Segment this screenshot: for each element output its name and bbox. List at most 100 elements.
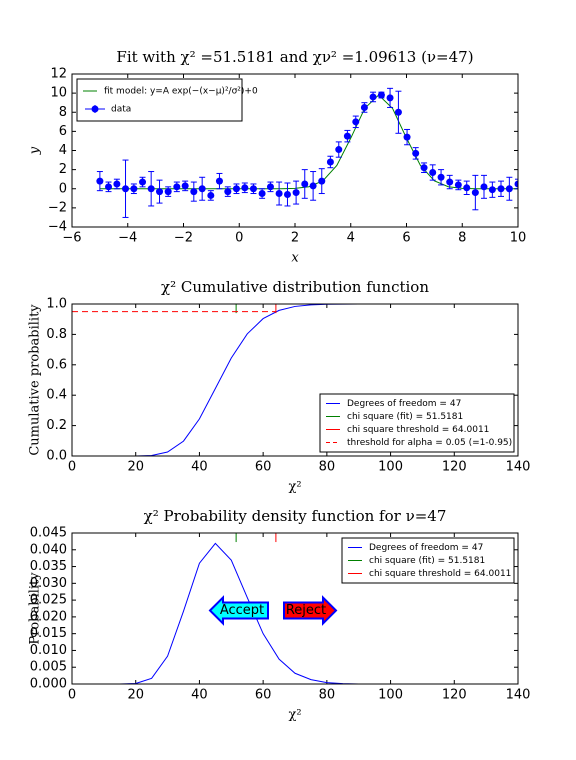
data-point bbox=[147, 185, 155, 193]
data-point bbox=[139, 178, 147, 186]
data-point bbox=[164, 188, 172, 196]
data-point bbox=[412, 149, 420, 157]
x-tick-label: 8 bbox=[458, 231, 466, 246]
x-tick-label: 140 bbox=[506, 688, 531, 703]
subplot: χ² Cumulative distribution function χ² Cum… bbox=[28, 278, 531, 495]
x-tick-label: 80 bbox=[319, 688, 336, 703]
data-point bbox=[130, 185, 138, 193]
data-point bbox=[292, 189, 300, 197]
x-tick-label: 40 bbox=[191, 460, 208, 475]
data-point bbox=[207, 191, 215, 199]
x-tick-label: 6 bbox=[402, 231, 410, 246]
y-tick-label: 0 bbox=[59, 181, 67, 196]
data-point bbox=[181, 182, 189, 190]
x-tick-label: 0 bbox=[68, 688, 76, 703]
y-tick-label: 1.0 bbox=[46, 297, 67, 312]
data-point bbox=[241, 184, 249, 192]
legend-label: data bbox=[111, 105, 131, 115]
data-point bbox=[505, 185, 513, 193]
axes-frame bbox=[71, 532, 519, 685]
data-point bbox=[480, 183, 488, 191]
data-point bbox=[437, 173, 445, 181]
data-point bbox=[352, 118, 360, 126]
data-point bbox=[386, 94, 394, 102]
y-tick-label: −4 bbox=[48, 220, 67, 235]
legend: Degrees of freedom = 47 chi square (fit) … bbox=[341, 537, 515, 584]
x-tick-label: −4 bbox=[118, 231, 137, 246]
legend-label: chi square (fit) = 51.5181 bbox=[347, 412, 463, 422]
x-tick-label: 0 bbox=[68, 460, 76, 475]
data-point bbox=[420, 164, 428, 172]
x-tick-label: 60 bbox=[255, 460, 272, 475]
y-tick-label: 2 bbox=[59, 162, 67, 177]
y-tick-label: 0.035 bbox=[30, 559, 67, 574]
data-point bbox=[403, 133, 411, 141]
y-tick-label: 0.020 bbox=[30, 609, 67, 624]
x-tick-label: 0 bbox=[235, 231, 243, 246]
data-point bbox=[283, 190, 291, 198]
x-tick-label: 140 bbox=[506, 460, 531, 475]
axes-frame bbox=[71, 73, 519, 228]
y-tick-label: 10 bbox=[50, 86, 67, 101]
y-tick-label: 0.0 bbox=[46, 449, 67, 464]
data-point bbox=[190, 188, 198, 196]
y-tick-label: 0.8 bbox=[46, 327, 67, 342]
legend-box bbox=[341, 537, 515, 584]
data-point bbox=[377, 91, 385, 99]
chart-title: χ² Probability density function for ν=47 bbox=[144, 507, 447, 525]
x-tick-label: −2 bbox=[174, 231, 193, 246]
data-point bbox=[309, 182, 317, 190]
legend-label: chi square threshold = 64.0011 bbox=[347, 425, 489, 435]
legend-label: chi square (fit) = 51.5181 bbox=[369, 556, 485, 566]
x-tick-label: 20 bbox=[127, 688, 144, 703]
data-point bbox=[198, 185, 206, 193]
x-axis-label: χ² bbox=[288, 480, 301, 495]
subplot: χ² Probability density function for ν=47… bbox=[28, 507, 531, 723]
y-tick-label: 4 bbox=[59, 143, 67, 158]
data-point bbox=[122, 185, 130, 193]
annotation-text: Accept bbox=[220, 603, 264, 618]
y-tick-label: 0.4 bbox=[46, 388, 67, 403]
subplot: Fit with χ² =51.5181 and χν² =1.09613 (ν… bbox=[28, 48, 527, 266]
x-tick-label: 20 bbox=[127, 460, 144, 475]
data-point bbox=[301, 180, 309, 188]
legend-label: Degrees of freedom = 47 bbox=[369, 543, 483, 553]
data-point bbox=[318, 177, 326, 185]
plot-area bbox=[72, 533, 503, 684]
chart-title: χ² Cumulative distribution function bbox=[161, 278, 429, 296]
y-tick-label: 0.030 bbox=[30, 576, 67, 591]
data-point bbox=[275, 190, 283, 198]
y-tick-label: 0.010 bbox=[30, 643, 67, 658]
data-point bbox=[105, 183, 113, 191]
data-point bbox=[258, 190, 266, 198]
data-point bbox=[369, 93, 377, 101]
line bbox=[72, 542, 503, 684]
x-tick-label: 10 bbox=[510, 231, 527, 246]
x-tick-label: 100 bbox=[378, 460, 403, 475]
data-point bbox=[360, 103, 368, 111]
data-point bbox=[156, 188, 164, 196]
x-tick-label: 120 bbox=[442, 688, 467, 703]
data-point bbox=[454, 181, 462, 189]
data-point bbox=[343, 132, 351, 140]
legend: fit model: y=A exp(−(x−μ)²/σ²)+0 data bbox=[76, 78, 258, 122]
legend-swatch bbox=[91, 105, 99, 113]
y-tick-label: 0.2 bbox=[46, 418, 67, 433]
annotation-text: Reject bbox=[286, 603, 326, 618]
data-point bbox=[173, 183, 181, 191]
annotation-arrow bbox=[208, 595, 269, 626]
y-tick-label: 0.045 bbox=[30, 526, 67, 541]
legend: Degrees of freedom = 47 chi square (fit) … bbox=[319, 393, 515, 453]
data-point bbox=[326, 158, 334, 166]
y-tick-label: 0.005 bbox=[30, 660, 67, 675]
data-point bbox=[215, 177, 223, 185]
x-tick-label: 80 bbox=[319, 460, 336, 475]
data-point bbox=[446, 178, 454, 186]
data-point bbox=[224, 188, 232, 196]
data-point bbox=[266, 183, 274, 191]
y-tick-label: 0.000 bbox=[30, 677, 67, 692]
legend-label: fit model: y=A exp(−(x−μ)²/σ²)+0 bbox=[104, 87, 258, 97]
y-tick-label: 0.040 bbox=[30, 542, 67, 557]
x-axis-label: χ² bbox=[288, 708, 301, 723]
